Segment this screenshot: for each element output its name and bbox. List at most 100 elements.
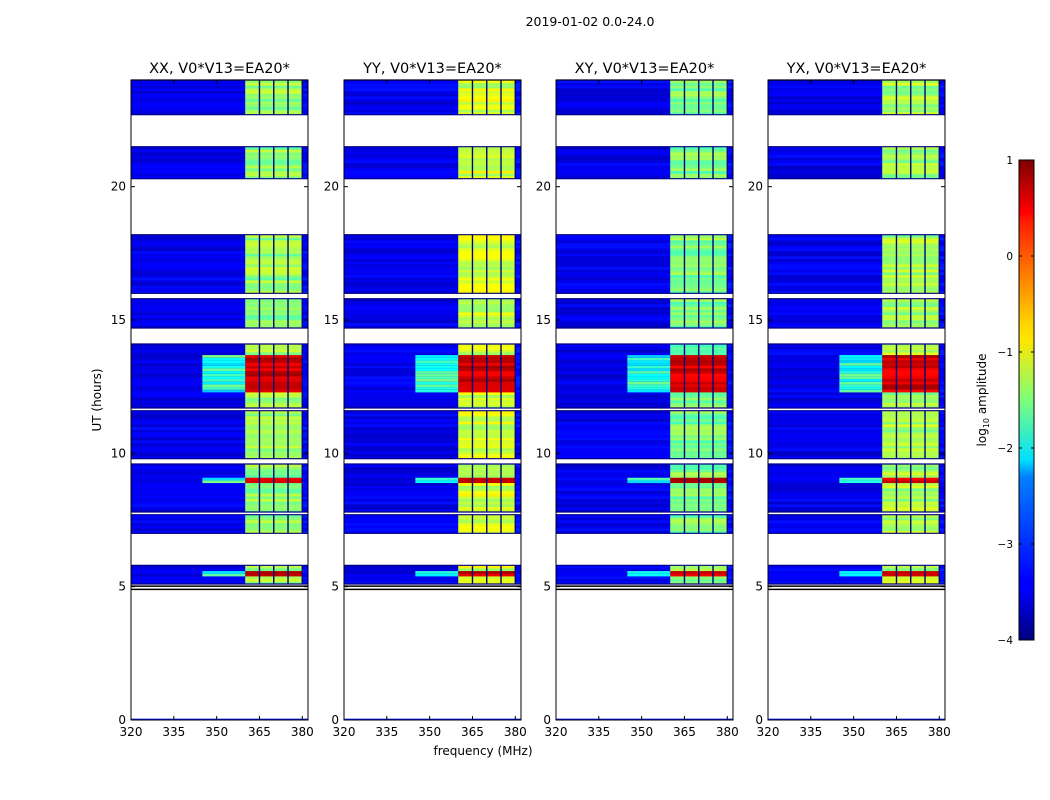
y-tick-label: 5 <box>118 580 126 594</box>
heatmap-cell <box>939 301 945 305</box>
heatmap-cell <box>515 264 521 268</box>
heatmap-cell <box>556 506 671 510</box>
heatmap-cell <box>344 520 459 524</box>
heatmap-cell <box>515 96 521 100</box>
heatmap-cell <box>415 354 459 358</box>
heatmap-cell <box>727 85 733 89</box>
heatmap-cell <box>302 450 308 454</box>
heatmap-cell <box>344 352 459 356</box>
axes-frame <box>343 79 522 721</box>
heatmap-cell <box>515 109 521 113</box>
heatmap-cell <box>344 90 459 94</box>
heatmap-cell <box>302 288 308 292</box>
heatmap-cell <box>344 424 459 428</box>
heatmap-cell <box>131 93 246 97</box>
heatmap-cell <box>727 528 733 532</box>
heatmap-cell <box>727 234 733 238</box>
heatmap-cell <box>727 256 733 260</box>
heatmap-cell <box>556 357 671 361</box>
heatmap-cell <box>768 322 883 326</box>
heatmap-cell <box>556 525 671 529</box>
heatmap-cell <box>302 448 308 452</box>
heatmap-cell <box>627 386 671 390</box>
heatmap-cell <box>131 578 246 582</box>
heatmap-cell <box>556 381 671 385</box>
heatmap-cell <box>344 480 459 484</box>
heatmap-cell <box>627 378 671 382</box>
heatmap-cell <box>727 370 733 374</box>
heatmap-cell <box>556 410 671 414</box>
heatmap-cell <box>939 514 945 518</box>
y-tick-label: 0 <box>543 713 551 727</box>
heatmap-cell <box>515 466 521 470</box>
heatmap-cell <box>939 365 945 369</box>
heatmap-cell <box>131 112 246 116</box>
heatmap-cell <box>556 578 671 582</box>
heatmap-cell <box>556 373 671 377</box>
heatmap-cell <box>768 274 883 278</box>
y-tick-label: 0 <box>331 713 339 727</box>
heatmap-cell <box>302 261 308 265</box>
heatmap-cell <box>302 472 308 476</box>
heatmap-cell <box>768 581 883 585</box>
heatmap-cell <box>302 514 308 518</box>
heatmap-cell <box>302 370 308 374</box>
heatmap-cell <box>939 109 945 113</box>
heatmap-cell <box>727 445 733 449</box>
heatmap-cell <box>131 261 246 265</box>
heatmap-cell <box>302 112 308 116</box>
heatmap-cell <box>939 312 945 316</box>
heatmap-cell <box>131 346 246 350</box>
heatmap-cell <box>939 490 945 494</box>
heatmap-cell <box>515 394 521 398</box>
heatmap-cell <box>131 464 246 468</box>
heatmap-cell <box>556 466 671 470</box>
heatmap-panel-2: YY, V0*V13=EA20* 320 335 350 365 380 0 5 10 15 20 <box>324 61 527 739</box>
heatmap-cell <box>939 357 945 361</box>
heatmap-cell <box>939 453 945 457</box>
heatmap-cell <box>768 570 883 574</box>
heatmap-cell <box>768 272 883 276</box>
heatmap-cell <box>202 384 246 388</box>
heatmap-cell <box>131 96 246 100</box>
heatmap-cell <box>302 354 308 358</box>
heatmap-cell <box>939 496 945 500</box>
heatmap-cell <box>344 106 459 110</box>
heatmap-cell <box>556 256 671 260</box>
heatmap-cell <box>768 386 883 390</box>
heatmap-cell <box>302 522 308 526</box>
heatmap-cell <box>344 152 459 156</box>
heatmap-cell <box>939 416 945 420</box>
heatmap-cell <box>768 530 883 534</box>
heatmap-cell <box>939 314 945 318</box>
heatmap-cell <box>727 261 733 265</box>
heatmap-cell <box>131 298 246 302</box>
heatmap-cell <box>939 250 945 254</box>
heatmap-cell <box>939 288 945 292</box>
heatmap-cell <box>131 405 246 409</box>
heatmap-cell <box>344 312 459 316</box>
heatmap-cell <box>556 480 671 484</box>
heatmap-cell <box>131 397 246 401</box>
heatmap-cell <box>302 389 308 393</box>
heatmap-cell <box>131 344 246 348</box>
heatmap-cell <box>768 464 883 468</box>
heatmap-cell <box>344 344 459 348</box>
heatmap-cell <box>131 581 246 585</box>
heatmap-cell <box>344 522 459 526</box>
heatmap-cell <box>839 370 883 374</box>
heatmap-cell <box>302 429 308 433</box>
heatmap-cell <box>415 389 459 393</box>
heatmap-cell <box>131 165 246 169</box>
heatmap-cell <box>302 453 308 457</box>
heatmap-cell <box>131 349 246 353</box>
heatmap-cell <box>302 170 308 174</box>
heatmap-cell <box>515 312 521 316</box>
heatmap-cell <box>515 146 521 150</box>
heatmap-cell <box>556 264 671 268</box>
heatmap-cell <box>515 418 521 422</box>
heatmap-cell <box>302 384 308 388</box>
heatmap-cell <box>556 394 671 398</box>
heatmap-cell <box>768 410 883 414</box>
heatmap-cell <box>344 362 459 366</box>
